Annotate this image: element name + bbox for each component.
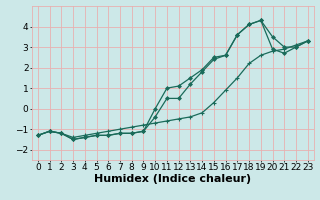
X-axis label: Humidex (Indice chaleur): Humidex (Indice chaleur): [94, 174, 252, 184]
